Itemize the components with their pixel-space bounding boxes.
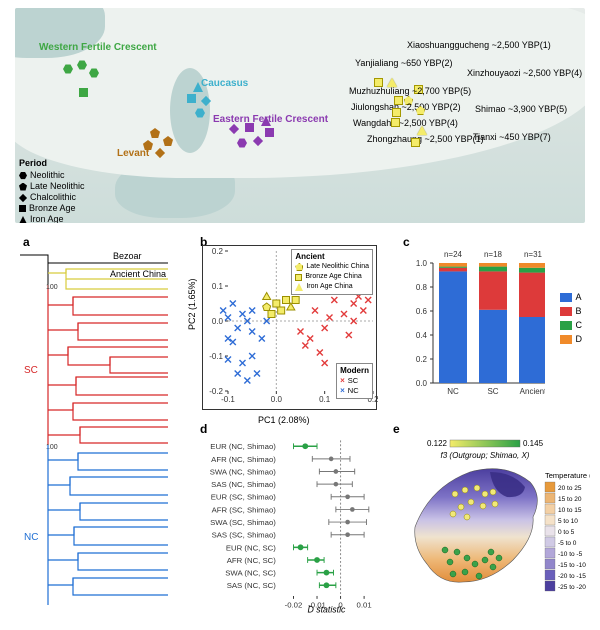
svg-text:0.1: 0.1 — [319, 395, 331, 404]
svg-text:100: 100 — [46, 284, 58, 291]
svg-text:EUR (NC, SC): EUR (NC, SC) — [226, 543, 276, 552]
tree-sc-label: SC — [24, 365, 38, 376]
svg-text:n=24: n=24 — [444, 250, 463, 259]
svg-text:Temperature (C): Temperature (C) — [545, 471, 590, 480]
svg-text:f3 (Outgroup; Shimao, X): f3 (Outgroup; Shimao, X) — [441, 451, 530, 460]
svg-text:SWA (SC, Shimao): SWA (SC, Shimao) — [210, 518, 276, 527]
china-map: 0.122 0.145 f3 (Outgroup; Shimao, X) Tempe… — [395, 432, 590, 617]
tree-outgroup-label: Bezoar — [113, 251, 142, 261]
svg-text:NC: NC — [447, 387, 459, 396]
svg-text:-0.2: -0.2 — [209, 387, 223, 396]
scatter-legend-ancient: Ancient Late Neolithic ChinaBronze Age C… — [291, 249, 373, 295]
svg-text:0.0: 0.0 — [416, 379, 428, 388]
svg-text:0 to 5: 0 to 5 — [558, 529, 575, 536]
map-panel: Western Fertile Crescent Caucasus Easter… — [15, 8, 585, 223]
region-label-eastern: Eastern Fertile Crescent — [213, 114, 328, 125]
svg-text:SWA (NC, SC): SWA (NC, SC) — [225, 569, 276, 578]
scatter-ylabel: PC2 (1.65%) — [187, 250, 197, 330]
svg-text:EUR (NC, Shimao): EUR (NC, Shimao) — [210, 442, 276, 451]
svg-text:SAS (SC, Shimao): SAS (SC, Shimao) — [212, 531, 277, 540]
svg-text:n=18: n=18 — [484, 250, 503, 259]
bar-legend: ABCD — [560, 290, 583, 346]
svg-text:-15 to -10: -15 to -10 — [558, 562, 586, 569]
svg-text:-25 to -20: -25 to -20 — [558, 584, 586, 591]
phylo-tree: Bezoar Ancient China SC 100 NC — [18, 245, 178, 620]
svg-text:-0.02: -0.02 — [285, 601, 303, 610]
svg-text:0.8: 0.8 — [416, 283, 428, 292]
svg-text:0.01: 0.01 — [357, 601, 372, 610]
period-legend: Period NeolithicLate NeolithicChalcolith… — [19, 158, 85, 223]
svg-text:-5 to 0: -5 to 0 — [558, 540, 577, 547]
svg-text:SC: SC — [487, 387, 498, 396]
svg-text:SWA (NC, Shimao): SWA (NC, Shimao) — [210, 467, 277, 476]
svg-text:-10 to -5: -10 to -5 — [558, 551, 583, 558]
svg-text:n=31: n=31 — [524, 250, 543, 259]
svg-text:D statistic: D statistic — [307, 604, 346, 614]
scatter-xlabel: PC1 (2.08%) — [258, 415, 310, 425]
svg-text:0.6: 0.6 — [416, 307, 428, 316]
region-label-western: Western Fertile Crescent — [39, 42, 157, 53]
svg-text:EUR (SC, Shimao): EUR (SC, Shimao) — [211, 493, 277, 502]
tree-nc-label: NC — [24, 532, 38, 543]
svg-text:SAS (NC, SC): SAS (NC, SC) — [227, 581, 277, 590]
svg-text:-20 to -15: -20 to -15 — [558, 573, 586, 580]
tree-ancient-label: Ancient China — [110, 269, 166, 279]
svg-text:0.2: 0.2 — [212, 247, 224, 256]
svg-text:5 to 10: 5 to 10 — [558, 518, 578, 525]
svg-text:0.145: 0.145 — [523, 439, 544, 448]
svg-text:0.4: 0.4 — [416, 331, 428, 340]
period-legend-title: Period — [19, 158, 85, 169]
svg-text:0.0: 0.0 — [271, 395, 283, 404]
svg-text:0.122: 0.122 — [427, 439, 448, 448]
region-label-levant: Levant — [117, 148, 149, 159]
scatter-legend-modern: Modern ×SC×NC — [336, 363, 373, 399]
svg-text:1.0: 1.0 — [416, 259, 428, 268]
svg-text:0.1: 0.1 — [212, 282, 224, 291]
svg-text:15 to 20: 15 to 20 — [558, 496, 582, 503]
pca-scatter: -0.10.00.10.2-0.2-0.10.00.10.2 Ancient L… — [202, 245, 377, 410]
svg-text:-0.1: -0.1 — [209, 352, 223, 361]
svg-text:AFR (NC, SC): AFR (NC, SC) — [227, 556, 277, 565]
region-label-caucasus: Caucasus — [201, 78, 248, 89]
svg-text:Ancient: Ancient — [520, 387, 545, 396]
stacked-bars: 0.0 0.2 0.4 0.6 0.8 1.0 NC n=24 SC n=18 Ancient n=3… — [405, 245, 580, 410]
forest-plot: EUR (NC, Shimao) AFR (NC, Shimao) SWA (NC,… — [202, 432, 377, 617]
svg-text:AFR (NC, Shimao): AFR (NC, Shimao) — [211, 455, 276, 464]
svg-text:0.2: 0.2 — [416, 355, 428, 364]
svg-text:10 to 15: 10 to 15 — [558, 507, 582, 514]
svg-text:0.0: 0.0 — [212, 317, 224, 326]
svg-text:20 to 25: 20 to 25 — [558, 485, 582, 492]
svg-text:SAS (NC, Shimao): SAS (NC, Shimao) — [211, 480, 276, 489]
svg-text:AFR (SC, Shimao): AFR (SC, Shimao) — [212, 505, 277, 514]
svg-text:-0.1: -0.1 — [221, 395, 235, 404]
